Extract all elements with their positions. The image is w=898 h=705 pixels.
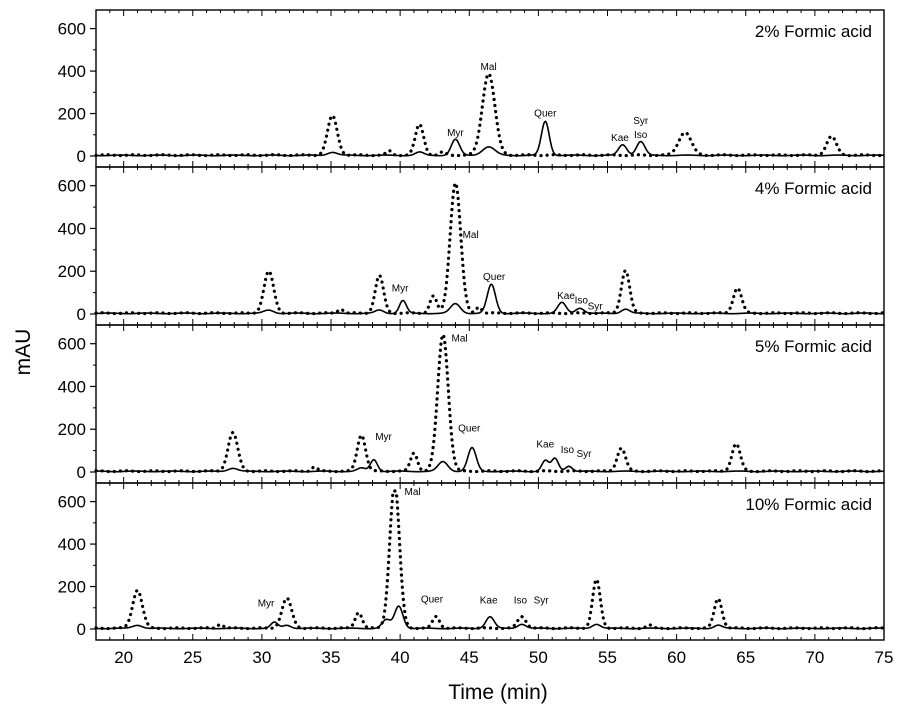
y-tick-label: 400 [58,62,86,81]
peak-label: Syr [577,449,593,460]
y-tick-label: 400 [58,219,86,238]
panel-title: 10% Formic acid [745,495,872,514]
peak-label: Kae [611,133,629,144]
peak-label: Mal [463,230,479,241]
panel-title: 4% Formic acid [755,179,872,198]
peak-label: Iso [561,445,575,456]
peak-label: Mal [405,487,421,498]
peak-label: Myr [258,599,275,610]
y-tick-label: 400 [58,377,86,396]
peak-label: Quer [483,272,506,283]
series-solid-trace [95,283,884,315]
series-solid-trace [95,120,885,157]
peak-label: Kae [557,291,575,302]
series-dotted-trace [94,179,886,316]
peak-label: Kae [536,439,554,450]
x-tick-label: 40 [391,648,410,667]
x-tick-label: 50 [529,648,548,667]
y-tick-label: 200 [58,578,86,597]
peak-label: Iso [575,295,589,306]
panel-1: 0 200 400 600 2% Formic acid Myr Mal Quer Kae Iso… [58,9,886,168]
y-tick-label: 600 [58,493,86,512]
panel-frame [95,482,885,641]
y-tick-label: 0 [77,463,86,482]
peak-label: Myr [392,284,409,295]
peak-label: Mal [481,62,497,73]
x-tick-label: 30 [252,648,271,667]
peak-label: Syr [534,596,550,607]
peak-label: Mal [452,334,468,345]
y-tick-label: 0 [77,305,86,324]
x-tick-label: 55 [598,648,617,667]
series-solid-trace [95,605,885,630]
y-tick-label: 200 [58,262,86,281]
panel-title: 2% Formic acid [755,22,872,41]
peak-label: Myr [447,128,464,139]
y-axis-label: mAU [12,329,35,376]
panel-3: 0 200 400 600 5% Formic acid Mal Myr Quer Kae Iso… [58,324,886,484]
y-tick-label: 600 [58,335,86,354]
series-solid-trace [96,446,885,473]
peak-label: Myr [375,432,392,443]
x-axis-label: Time (min) [448,681,548,704]
panel-title: 5% Formic acid [755,337,872,356]
peak-label: Syr [588,302,604,313]
x-tick-label: 35 [322,648,341,667]
peak-label: Quer [421,594,444,605]
y-tick-label: 0 [77,147,86,166]
peak-label: Syr [633,116,649,127]
x-tick-label: 75 [875,648,894,667]
x-tick-label: 60 [667,648,686,667]
x-tick-label: 20 [114,648,133,667]
x-tick-label: 25 [183,648,202,667]
y-tick-label: 400 [58,535,86,554]
x-axis: 20 25 30 35 40 45 50 55 60 65 70 75 [114,648,893,667]
y-tick-label: 0 [77,620,86,639]
y-tick-label: 200 [58,105,86,124]
x-tick-label: 65 [736,648,755,667]
series-dotted-trace [94,71,886,158]
peak-label: Kae [480,596,498,607]
y-tick-label: 600 [58,177,86,196]
peak-label: Quer [534,109,557,120]
x-tick-label: 70 [805,648,824,667]
y-tick-label: 200 [58,420,86,439]
peak-label: Iso [634,130,648,141]
panel-4: 0 200 400 600 10% Formic acid Mal Myr Quer Kae Is… [58,482,886,641]
peak-label: Quer [458,423,481,434]
y-tick-label: 600 [58,20,86,39]
peak-label: Iso [514,596,528,607]
panel-2: 0 200 400 600 4% Formic acid Myr Mal Quer Kae Iso… [58,166,886,326]
x-tick-label: 45 [460,648,479,667]
